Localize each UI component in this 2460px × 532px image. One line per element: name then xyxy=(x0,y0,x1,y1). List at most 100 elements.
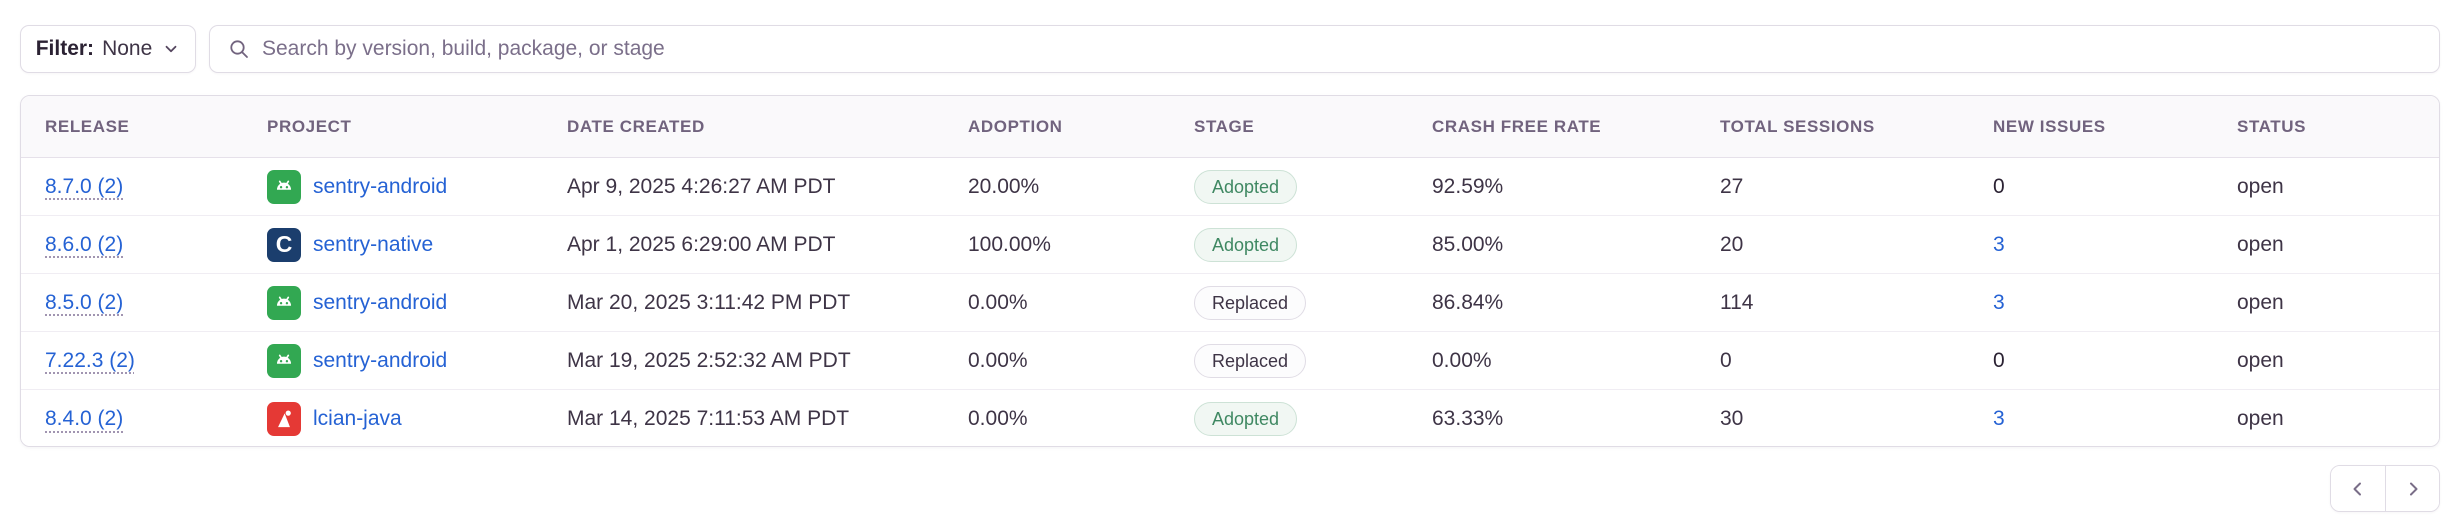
project-cell: C sentry-native xyxy=(243,216,543,273)
adoption-cell: 0.00% xyxy=(968,407,1028,430)
new-issues-cell: 3 xyxy=(1969,390,2213,446)
filter-dropdown[interactable]: Filter: None xyxy=(20,25,196,73)
chevron-down-icon xyxy=(165,45,177,53)
release-cell: 8.6.0 (2) xyxy=(21,216,243,273)
release-cell: 8.4.0 (2) xyxy=(21,390,243,446)
date-created-cell: Mar 14, 2025 7:11:53 AM PDT xyxy=(567,407,850,430)
project-link[interactable]: sentry-android xyxy=(313,174,448,198)
release-cell: 8.7.0 (2) xyxy=(21,158,243,215)
new-issues-cell: 0 xyxy=(1969,158,2213,215)
total-sessions-cell: 114 xyxy=(1720,290,1754,314)
status-cell: open xyxy=(2237,174,2284,198)
release-link[interactable]: 8.4.0 (2) xyxy=(45,407,124,430)
total-sessions-cell: 30 xyxy=(1720,407,1744,430)
c-language-icon: C xyxy=(267,227,301,262)
column-header-stage: STAGE xyxy=(1194,116,1255,136)
project-link[interactable]: sentry-native xyxy=(313,232,434,256)
column-header-date-created: DATE CREATED xyxy=(567,116,705,136)
total-sessions-cell: 27 xyxy=(1720,174,1744,198)
adoption-cell: 0.00% xyxy=(968,290,1028,314)
project-cell: sentry-android xyxy=(243,158,543,215)
new-issues-count: 0 xyxy=(1993,174,2005,198)
table-header-row: RELEASE PROJECT DATE CREATED ADOPTION ST… xyxy=(21,96,2439,158)
filter-value: None xyxy=(102,37,153,60)
new-issues-count: 3 xyxy=(1993,232,2005,256)
filter-label: Filter: xyxy=(35,37,95,60)
search-icon xyxy=(230,40,248,58)
project-link[interactable]: sentry-android xyxy=(313,348,448,372)
date-created-cell: Apr 1, 2025 6:29:00 AM PDT xyxy=(567,232,836,256)
java-icon xyxy=(267,402,301,436)
chevron-left-icon xyxy=(2353,482,2361,495)
crash-free-rate-cell: 63.33% xyxy=(1432,407,1504,430)
android-icon xyxy=(267,285,301,320)
column-header-release: RELEASE xyxy=(45,116,130,136)
project-cell: sentry-android xyxy=(243,332,543,389)
release-link[interactable]: 8.7.0 (2) xyxy=(45,174,124,198)
date-created-cell: Mar 20, 2025 3:11:42 PM PDT xyxy=(567,290,851,314)
table-body: 8.7.0 (2) sentry-android Apr 9, 2025 4:2… xyxy=(21,158,2439,446)
adoption-cell: 0.00% xyxy=(968,348,1028,372)
crash-free-rate-cell: 92.59% xyxy=(1432,174,1504,198)
status-cell: open xyxy=(2237,407,2284,430)
table-row: 8.5.0 (2) sentry-android Mar 20, 2025 3:… xyxy=(21,274,2439,332)
status-cell: open xyxy=(2237,290,2284,314)
column-header-project: PROJECT xyxy=(267,116,352,136)
project-link[interactable]: lcian-java xyxy=(313,407,402,430)
crash-free-rate-cell: 0.00% xyxy=(1432,348,1492,372)
stage-cell: Replaced xyxy=(1170,332,1408,389)
release-cell: 8.5.0 (2) xyxy=(21,274,243,331)
crash-free-rate-cell: 85.00% xyxy=(1432,232,1504,256)
column-header-total-sessions: TOTAL SESSIONS xyxy=(1720,116,1875,136)
table-row: 7.22.3 (2) sentry-android Mar 19, 2025 2… xyxy=(21,332,2439,390)
stage-badge: Replaced xyxy=(1194,285,1307,320)
release-link[interactable]: 7.22.3 (2) xyxy=(45,348,135,372)
releases-table: RELEASE PROJECT DATE CREATED ADOPTION ST… xyxy=(20,95,2440,447)
adoption-cell: 20.00% xyxy=(968,174,1040,198)
search-input[interactable] xyxy=(262,37,2421,61)
new-issues-cell: 3 xyxy=(1969,274,2213,331)
crash-free-rate-cell: 86.84% xyxy=(1432,290,1504,314)
search-box[interactable] xyxy=(209,25,2440,73)
new-issues-cell: 0 xyxy=(1969,332,2213,389)
date-created-cell: Apr 9, 2025 4:26:27 AM PDT xyxy=(567,174,836,198)
table-row: 8.6.0 (2) C sentry-native Apr 1, 2025 6:… xyxy=(21,216,2439,274)
android-icon xyxy=(267,343,301,378)
release-link[interactable]: 8.5.0 (2) xyxy=(45,290,124,314)
project-cell: sentry-android xyxy=(243,274,543,331)
column-header-status: STATUS xyxy=(2237,116,2307,136)
column-header-crash-free-rate: CRASH FREE RATE xyxy=(1432,116,1602,136)
adoption-cell: 100.00% xyxy=(968,232,1051,256)
toolbar: Filter: None xyxy=(20,25,2440,73)
stage-badge: Adopted xyxy=(1194,402,1298,436)
next-page-button[interactable] xyxy=(2385,466,2439,511)
stage-cell: Adopted xyxy=(1170,158,1408,215)
status-cell: open xyxy=(2237,232,2284,256)
stage-cell: Replaced xyxy=(1170,274,1408,331)
new-issues-cell: 3 xyxy=(1969,216,2213,273)
total-sessions-cell: 20 xyxy=(1720,232,1744,256)
new-issues-count: 3 xyxy=(1993,407,2005,430)
release-cell: 7.22.3 (2) xyxy=(21,332,243,389)
pagination xyxy=(2330,465,2440,512)
android-icon xyxy=(267,169,301,204)
stage-cell: Adopted xyxy=(1170,216,1408,273)
new-issues-count: 3 xyxy=(1993,290,2005,314)
stage-badge: Replaced xyxy=(1194,343,1307,378)
column-header-adoption: ADOPTION xyxy=(968,116,1063,136)
chevron-right-icon xyxy=(2409,482,2417,495)
total-sessions-cell: 0 xyxy=(1720,348,1732,372)
stage-badge: Adopted xyxy=(1194,169,1298,204)
stage-cell: Adopted xyxy=(1170,390,1408,446)
column-header-new-issues: NEW ISSUES xyxy=(1993,116,2106,136)
stage-badge: Adopted xyxy=(1194,227,1298,262)
previous-page-button[interactable] xyxy=(2331,466,2385,511)
table-row: 8.4.0 (2) lcian-java Mar 14, 2025 7:11:5… xyxy=(21,390,2439,446)
new-issues-count: 0 xyxy=(1993,348,2005,372)
release-link[interactable]: 8.6.0 (2) xyxy=(45,232,124,256)
table-row: 8.7.0 (2) sentry-android Apr 9, 2025 4:2… xyxy=(21,158,2439,216)
status-cell: open xyxy=(2237,348,2284,372)
project-link[interactable]: sentry-android xyxy=(313,290,448,314)
project-cell: lcian-java xyxy=(243,390,543,446)
date-created-cell: Mar 19, 2025 2:52:32 AM PDT xyxy=(567,348,851,372)
